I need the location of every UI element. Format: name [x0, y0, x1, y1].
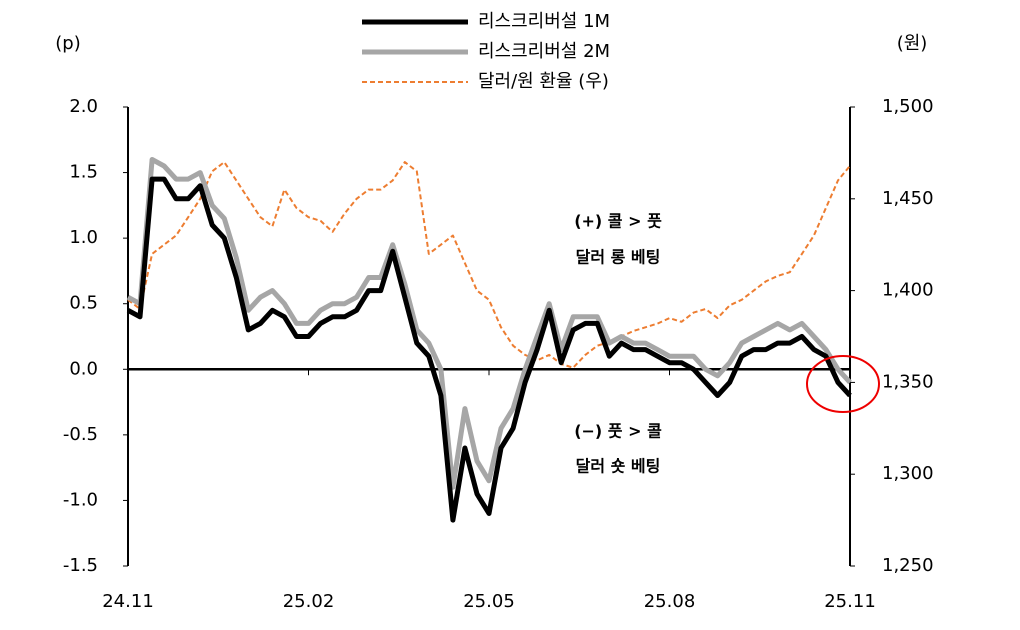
- y-tick-label: 1.0: [69, 227, 98, 248]
- x-tick-label: 25.02: [283, 591, 335, 612]
- y-tick-label: -0.5: [63, 424, 98, 445]
- series-line: [127, 161, 851, 369]
- y-tick-label: 1.5: [69, 162, 98, 183]
- legend-label: 리스크리버설 1M: [478, 11, 610, 32]
- y2-tick-label: 1,400: [882, 280, 934, 301]
- legend-label: 리스크리버설 2M: [478, 41, 610, 62]
- y2-tick-label: 1,250: [882, 555, 934, 576]
- annotation: 달러 롱 베팅: [576, 248, 661, 267]
- y-tick-label: 0.0: [69, 358, 98, 379]
- legend-label: 달러/원 환율 (우): [478, 71, 609, 92]
- y-tick-label: 2.0: [69, 96, 98, 117]
- y2-tick-label: 1,450: [882, 188, 934, 209]
- annotation: 달러 숏 베팅: [576, 457, 661, 476]
- y2-axis-label: (원): [897, 33, 928, 54]
- x-tick-label: 25.11: [824, 591, 876, 612]
- annotation: (−) 풋 > 콜: [574, 422, 662, 441]
- y-tick-label: 0.5: [69, 293, 98, 314]
- x-tick-label: 25.05: [463, 591, 515, 612]
- y2-tick-label: 1,500: [882, 96, 934, 117]
- y2-tick-label: 1,300: [882, 463, 934, 484]
- y-tick-label: -1.5: [63, 555, 98, 576]
- x-tick-label: 25.08: [644, 591, 696, 612]
- series-line: [126, 176, 852, 523]
- y2-tick-label: 1,350: [882, 371, 934, 392]
- highlight-circle: [806, 355, 880, 413]
- x-tick-label: 24.11: [102, 591, 154, 612]
- y-axis-label: (p): [55, 33, 80, 54]
- annotation: (+) 콜 > 풋: [574, 212, 662, 231]
- series-line: [126, 157, 852, 490]
- y-tick-label: -1.0: [63, 489, 98, 510]
